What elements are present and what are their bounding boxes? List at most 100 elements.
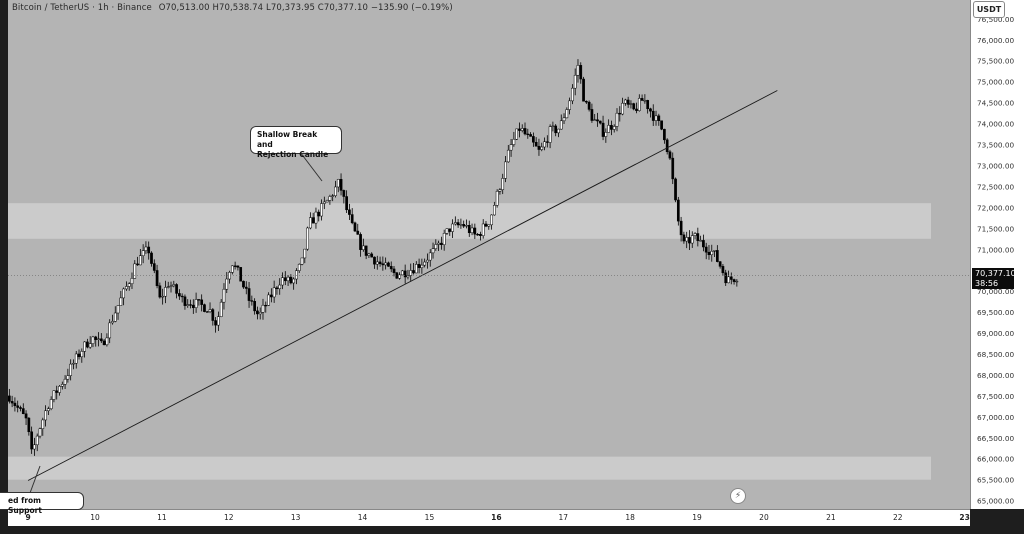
bar-countdown: 38:56 <box>975 279 999 288</box>
candle-body-67 <box>194 299 198 308</box>
legend-close-label: C <box>317 3 324 13</box>
candle-body-27 <box>83 341 86 352</box>
candle-body-186 <box>526 133 530 136</box>
candle-body-46 <box>136 263 139 266</box>
candle-body-158 <box>448 228 452 232</box>
candle-body-145 <box>412 270 415 274</box>
candle-body-206 <box>582 78 585 102</box>
candle-body-162 <box>459 224 463 226</box>
candle-body-171 <box>484 223 488 227</box>
candle-body-118 <box>336 179 340 188</box>
candle-body-164 <box>465 225 468 227</box>
candle-body-140 <box>398 274 401 279</box>
candle-body-211 <box>596 119 599 122</box>
candle-body-73 <box>211 309 215 321</box>
candle-body-254 <box>715 250 719 262</box>
candle-body-1 <box>10 401 14 404</box>
candle-body-183 <box>518 128 521 131</box>
candle-body-99 <box>283 277 287 282</box>
candle-body-177 <box>501 178 505 190</box>
trendline <box>27 90 778 481</box>
legend-change: −135.90 (−0.19%) <box>370 3 453 13</box>
candle-body-51 <box>150 252 153 264</box>
legend-sep-2: · <box>111 3 118 13</box>
flash-icon[interactable]: ⚡ <box>730 488 746 504</box>
candle-body-136 <box>387 262 390 267</box>
candle-body-139 <box>395 272 399 279</box>
candle-body-165 <box>467 225 471 234</box>
support-callout[interactable]: ed from Support <box>0 492 84 515</box>
y-tick-label-3: 66,500.00 <box>977 434 1014 443</box>
candle-body-239 <box>674 178 677 201</box>
candle-body-194 <box>548 126 552 143</box>
candle-body-176 <box>498 189 502 192</box>
candle-body-257 <box>724 272 728 284</box>
candle-body-219 <box>618 112 622 115</box>
y-tick-label-20: 75,000.00 <box>977 78 1014 87</box>
candle-body-23 <box>72 362 75 365</box>
candle-body-149 <box>423 261 427 266</box>
time-axis-panel <box>8 509 970 526</box>
candle-body-61 <box>178 293 181 297</box>
candle-body-83 <box>239 267 243 282</box>
support-callout-text: ed from Support <box>8 496 42 515</box>
y-tick-label-16: 73,000.00 <box>977 161 1014 170</box>
candle-body-34 <box>102 340 106 346</box>
candle-body-246 <box>693 233 697 236</box>
y-tick-label-19: 74,500.00 <box>977 99 1014 108</box>
candle-body-234 <box>660 120 663 130</box>
candle-body-113 <box>322 201 326 204</box>
candle-body-65 <box>189 304 192 306</box>
candle-body-70 <box>203 304 206 312</box>
candle-body-59 <box>172 284 176 287</box>
candle-body-155 <box>440 242 443 245</box>
zone-1 <box>8 456 931 480</box>
candle-body-97 <box>278 284 282 290</box>
candle-body-53 <box>155 270 159 286</box>
candle-body-200 <box>565 109 569 119</box>
currency-unit-button[interactable]: USDT <box>973 1 1005 18</box>
candle-body-3 <box>16 405 20 408</box>
candle-body-244 <box>688 237 691 244</box>
y-tick-label-14: 72,000.00 <box>977 203 1014 212</box>
candle-body-238 <box>671 157 675 180</box>
candle-body-76 <box>219 301 223 317</box>
candle-body-95 <box>272 287 276 298</box>
y-tick-label-21: 75,500.00 <box>977 57 1014 66</box>
y-tick-label-8: 69,000.00 <box>977 329 1014 338</box>
legend-symbol[interactable]: Bitcoin / TetherUS <box>12 3 90 13</box>
candle-body-78 <box>225 278 229 290</box>
candle-body-190 <box>537 145 541 150</box>
candle-body-214 <box>604 132 608 137</box>
candle-body-241 <box>679 220 683 236</box>
candle-body-233 <box>657 115 661 121</box>
candle-body-197 <box>557 128 560 134</box>
candle-body-24 <box>74 353 78 364</box>
candle-body-184 <box>520 128 524 131</box>
candle-body-85 <box>244 286 248 289</box>
candle-body-259 <box>729 276 733 280</box>
candle-body-22 <box>69 363 73 376</box>
candle-body-216 <box>610 125 613 130</box>
candle-body-203 <box>573 74 577 89</box>
symbol-legend: Bitcoin / TetherUS · 1h · Binance O70,51… <box>12 3 453 13</box>
x-tick-label-4: 13 <box>291 513 301 522</box>
candle-body-4 <box>19 407 22 409</box>
candle-body-33 <box>99 338 103 342</box>
candle-body-32 <box>97 338 100 340</box>
candle-body-131 <box>373 256 376 265</box>
x-tick-label-3: 12 <box>224 513 234 522</box>
candle-body-142 <box>403 270 407 278</box>
legend-low-label: L <box>265 3 271 13</box>
candle-body-251 <box>707 251 711 256</box>
candle-body-31 <box>94 336 98 340</box>
candle-body-222 <box>626 99 630 105</box>
candle-body-255 <box>718 261 722 267</box>
candle-body-26 <box>80 351 84 358</box>
rejection-callout[interactable]: Shallow Break and Rejection Candle <box>250 126 342 159</box>
legend-interval[interactable]: 1h <box>97 3 109 13</box>
candle-body-202 <box>571 87 574 102</box>
plot-pane <box>8 0 970 509</box>
